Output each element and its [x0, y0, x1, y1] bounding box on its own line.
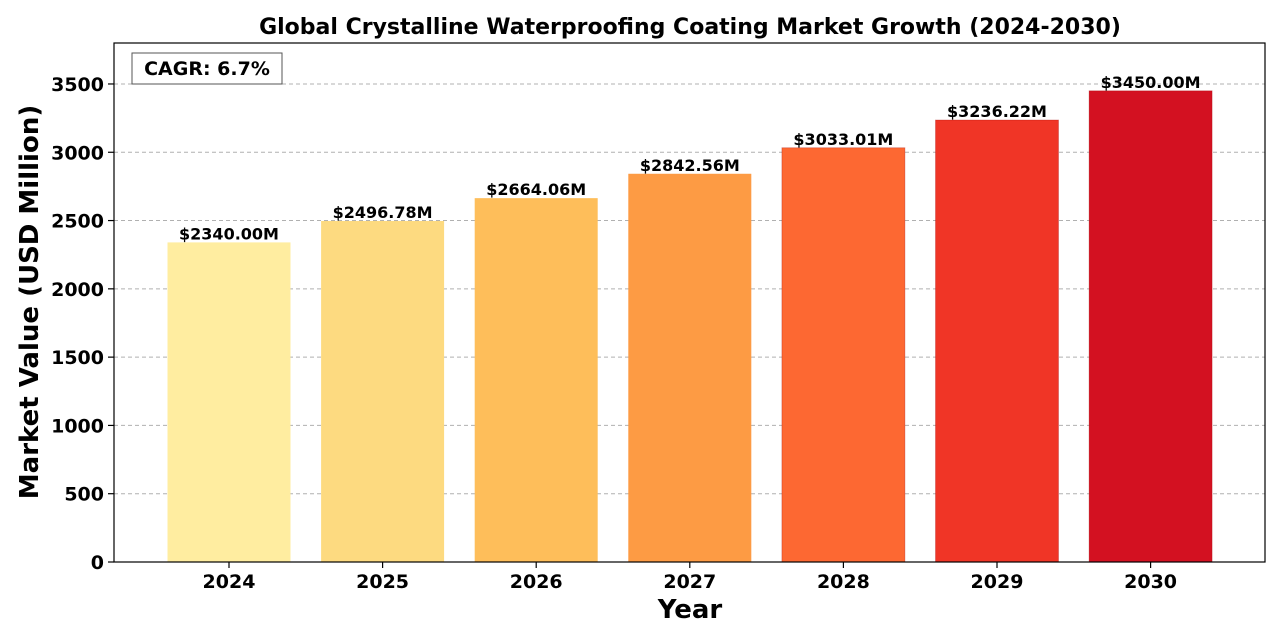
cagr-box	[131, 52, 283, 85]
x-tick-label: 2025	[356, 571, 409, 593]
y-tick-label: 2000	[51, 279, 104, 301]
bar-value-label: $3450.00M	[1101, 73, 1201, 92]
y-tick-label: 0	[91, 552, 104, 574]
bar-value-label: $2496.78M	[333, 203, 433, 222]
bar-2030	[1088, 90, 1213, 563]
cagr-text: CAGR: 6.7%	[144, 58, 270, 80]
bar-2025	[321, 220, 445, 562]
bar-2028	[781, 147, 906, 563]
y-tick-label: 3000	[51, 142, 104, 164]
y-tick-label: 2500	[51, 211, 104, 233]
y-tick-label: 500	[64, 484, 104, 506]
y-axis-label: Market Value (USD Million)	[15, 105, 45, 499]
y-tick-label: 3500	[51, 74, 104, 96]
bar-value-label: $3033.01M	[793, 130, 893, 149]
x-tick-label: 2028	[817, 571, 870, 593]
bar-labels: $2340.00M $2496.78M $2664.06M $2842.56M $303…	[179, 73, 1201, 244]
x-tick-label: 2030	[1124, 571, 1177, 593]
x-axis-ticks: 2024 2025 2026 2027 2028 2029 2030	[203, 562, 1177, 593]
bars	[167, 90, 1213, 563]
x-tick-label: 2027	[663, 571, 716, 593]
x-tick-label: 2029	[971, 571, 1024, 593]
cagr-annotation: CAGR: 6.7%	[131, 52, 283, 85]
x-tick-label: 2024	[203, 571, 256, 593]
bar-2026	[474, 198, 598, 562]
y-tick-label: 1000	[51, 415, 104, 437]
x-axis-label: Year	[657, 595, 723, 625]
bar-2024	[167, 242, 291, 562]
y-tick-label: 1500	[51, 347, 104, 369]
chart-title: Global Crystalline Waterproofing Coating…	[259, 15, 1121, 40]
y-axis-ticks: 0 500 1000 1500 2000 2500 3000 3500	[51, 74, 114, 574]
bar-2029	[935, 119, 1059, 563]
bar-2027	[628, 173, 752, 562]
x-tick-label: 2026	[510, 571, 563, 593]
bar-value-label: $3236.22M	[947, 102, 1047, 121]
bar-value-label: $2664.06M	[486, 180, 586, 199]
bar-value-label: $2340.00M	[179, 224, 279, 243]
bar-value-label: $2842.56M	[640, 156, 740, 175]
